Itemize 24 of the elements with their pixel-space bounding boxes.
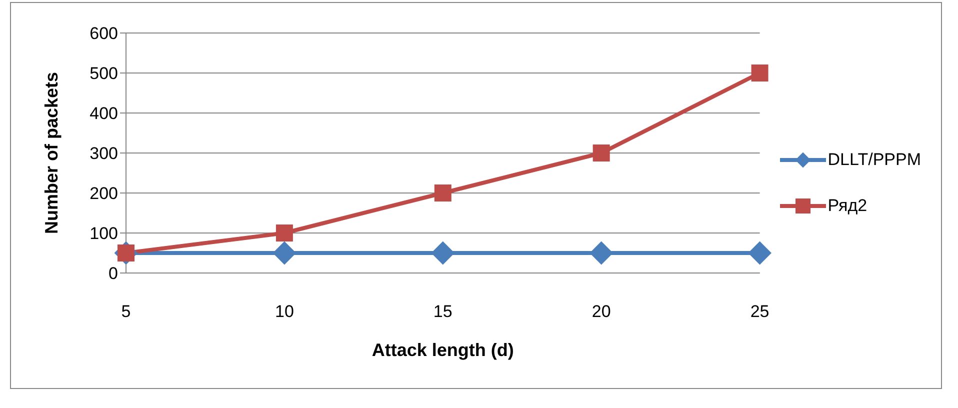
x-tick-label: 10 bbox=[274, 302, 294, 322]
y-tick-label: 0 bbox=[108, 264, 118, 284]
point bbox=[592, 144, 610, 162]
y-tick-label: 300 bbox=[90, 144, 118, 164]
y-axis-title: Number of packets bbox=[41, 72, 62, 234]
x-tick-label: 20 bbox=[592, 302, 611, 322]
legend-label: DLLT/PPPM bbox=[828, 150, 921, 170]
y-tick-label: 200 bbox=[90, 184, 118, 204]
x-axis-title: Attack length (d) bbox=[372, 340, 514, 360]
point bbox=[751, 64, 768, 82]
x-tick-label: 15 bbox=[433, 302, 452, 322]
point bbox=[431, 242, 454, 264]
y-tick-label: 100 bbox=[90, 224, 118, 244]
y-tick-label: 400 bbox=[90, 104, 118, 124]
x-tick-label: 25 bbox=[750, 302, 770, 322]
x-tick-label: 5 bbox=[121, 302, 131, 322]
legend-label: Ряд2 bbox=[828, 196, 868, 216]
point bbox=[434, 184, 452, 202]
point bbox=[276, 224, 293, 242]
point bbox=[748, 242, 772, 264]
y-tick-label: 600 bbox=[90, 24, 118, 44]
y-tick-label: 500 bbox=[90, 64, 118, 84]
point bbox=[272, 242, 296, 264]
point bbox=[590, 242, 613, 264]
